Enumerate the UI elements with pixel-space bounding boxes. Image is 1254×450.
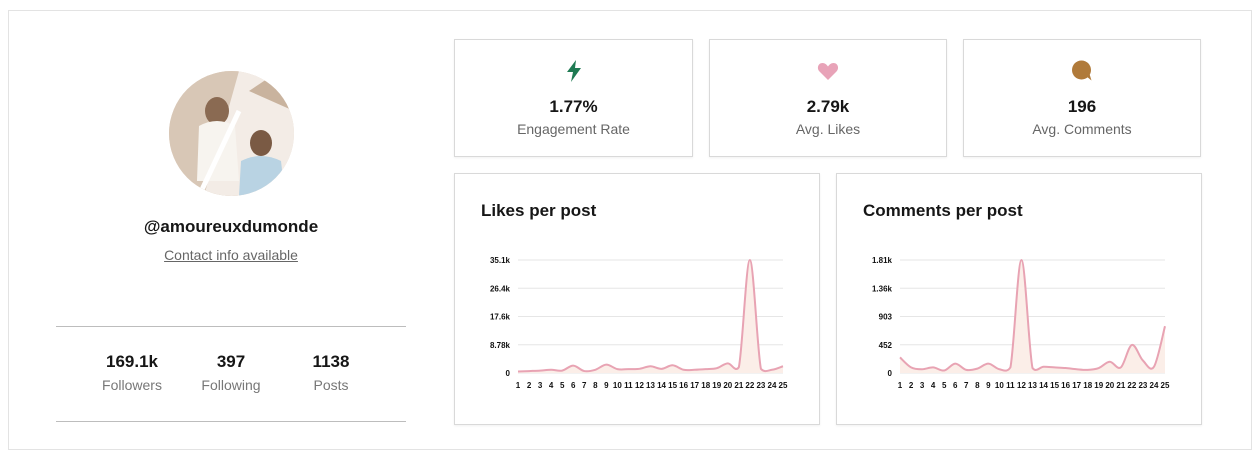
x-tick-label: 10 (613, 381, 622, 390)
following-label: Following (181, 377, 281, 393)
followers-label: Followers (82, 377, 182, 393)
engagement-rate-label: Engagement Rate (455, 121, 692, 137)
y-tick-label: 0 (888, 369, 893, 378)
followers-count: 169.1k (82, 352, 182, 372)
avg-comments-label: Avg. Comments (964, 121, 1200, 137)
x-tick-label: 16 (679, 381, 688, 390)
y-tick-label: 8.78k (490, 341, 511, 350)
y-tick-label: 452 (879, 341, 893, 350)
x-tick-label: 2 (527, 381, 532, 390)
x-tick-label: 19 (1094, 381, 1103, 390)
x-tick-label: 15 (668, 381, 677, 390)
x-tick-label: 6 (571, 381, 576, 390)
posts-count: 1138 (281, 352, 381, 372)
y-tick-label: 17.6k (490, 313, 511, 322)
x-tick-label: 12 (635, 381, 644, 390)
profile-handle: @amoureuxdumonde (56, 217, 406, 237)
x-tick-label: 24 (768, 381, 777, 390)
x-tick-label: 17 (1072, 381, 1081, 390)
x-tick-label: 14 (1039, 381, 1048, 390)
x-tick-label: 12 (1017, 381, 1026, 390)
x-tick-label: 4 (931, 381, 936, 390)
following-count: 397 (181, 352, 281, 372)
y-tick-label: 35.1k (490, 256, 511, 265)
x-tick-label: 10 (995, 381, 1004, 390)
x-tick-label: 2 (909, 381, 914, 390)
avg-comments-value: 196 (964, 97, 1200, 117)
x-tick-label: 22 (745, 381, 754, 390)
x-tick-label: 25 (1161, 381, 1170, 390)
series-line (900, 260, 1165, 371)
x-tick-label: 13 (646, 381, 655, 390)
x-tick-label: 8 (593, 381, 598, 390)
x-tick-label: 21 (1116, 381, 1125, 390)
divider (56, 326, 406, 327)
y-tick-label: 1.36k (872, 284, 893, 293)
avg-likes-value: 2.79k (710, 97, 946, 117)
x-tick-label: 9 (604, 381, 609, 390)
avg-likes-label: Avg. Likes (710, 121, 946, 137)
x-tick-label: 25 (779, 381, 788, 390)
x-tick-label: 4 (549, 381, 554, 390)
stat-following: 397 Following (181, 352, 281, 393)
stat-posts: 1138 Posts (281, 352, 381, 393)
y-tick-label: 0 (506, 369, 511, 378)
x-tick-label: 17 (690, 381, 699, 390)
x-tick-label: 11 (624, 381, 633, 390)
stat-followers: 169.1k Followers (82, 352, 182, 393)
x-tick-label: 1 (516, 381, 521, 390)
x-tick-label: 23 (756, 381, 765, 390)
x-tick-label: 3 (538, 381, 543, 390)
x-tick-label: 15 (1050, 381, 1059, 390)
avatar-photo (169, 71, 294, 196)
x-tick-label: 3 (920, 381, 925, 390)
divider (56, 421, 406, 422)
x-tick-label: 5 (560, 381, 565, 390)
x-tick-label: 23 (1138, 381, 1147, 390)
x-tick-label: 5 (942, 381, 947, 390)
y-tick-label: 26.4k (490, 284, 511, 293)
x-tick-label: 14 (657, 381, 666, 390)
x-tick-label: 16 (1061, 381, 1070, 390)
x-tick-label: 18 (701, 381, 710, 390)
avg-comments-card: 196 Avg. Comments (963, 39, 1201, 157)
lightning-icon (455, 59, 692, 83)
avatar (169, 71, 294, 196)
x-tick-label: 7 (964, 381, 969, 390)
y-tick-label: 903 (879, 313, 893, 322)
x-tick-label: 6 (953, 381, 958, 390)
x-tick-label: 13 (1028, 381, 1037, 390)
x-tick-label: 24 (1150, 381, 1159, 390)
comment-icon (964, 59, 1200, 83)
engagement-rate-value: 1.77% (455, 97, 692, 117)
x-tick-label: 11 (1006, 381, 1015, 390)
x-tick-label: 19 (712, 381, 721, 390)
engagement-rate-card: 1.77% Engagement Rate (454, 39, 693, 157)
contact-info-link[interactable]: Contact info available (56, 247, 406, 263)
x-tick-label: 8 (975, 381, 980, 390)
x-tick-label: 20 (1105, 381, 1114, 390)
x-tick-label: 1 (898, 381, 903, 390)
avg-likes-card: 2.79k Avg. Likes (709, 39, 947, 157)
x-tick-label: 7 (582, 381, 587, 390)
x-tick-label: 9 (986, 381, 991, 390)
heart-icon (710, 59, 946, 83)
posts-label: Posts (281, 377, 381, 393)
x-tick-label: 20 (723, 381, 732, 390)
x-tick-label: 21 (734, 381, 743, 390)
y-tick-label: 1.81k (872, 256, 893, 265)
x-tick-label: 18 (1083, 381, 1092, 390)
x-tick-label: 22 (1127, 381, 1136, 390)
